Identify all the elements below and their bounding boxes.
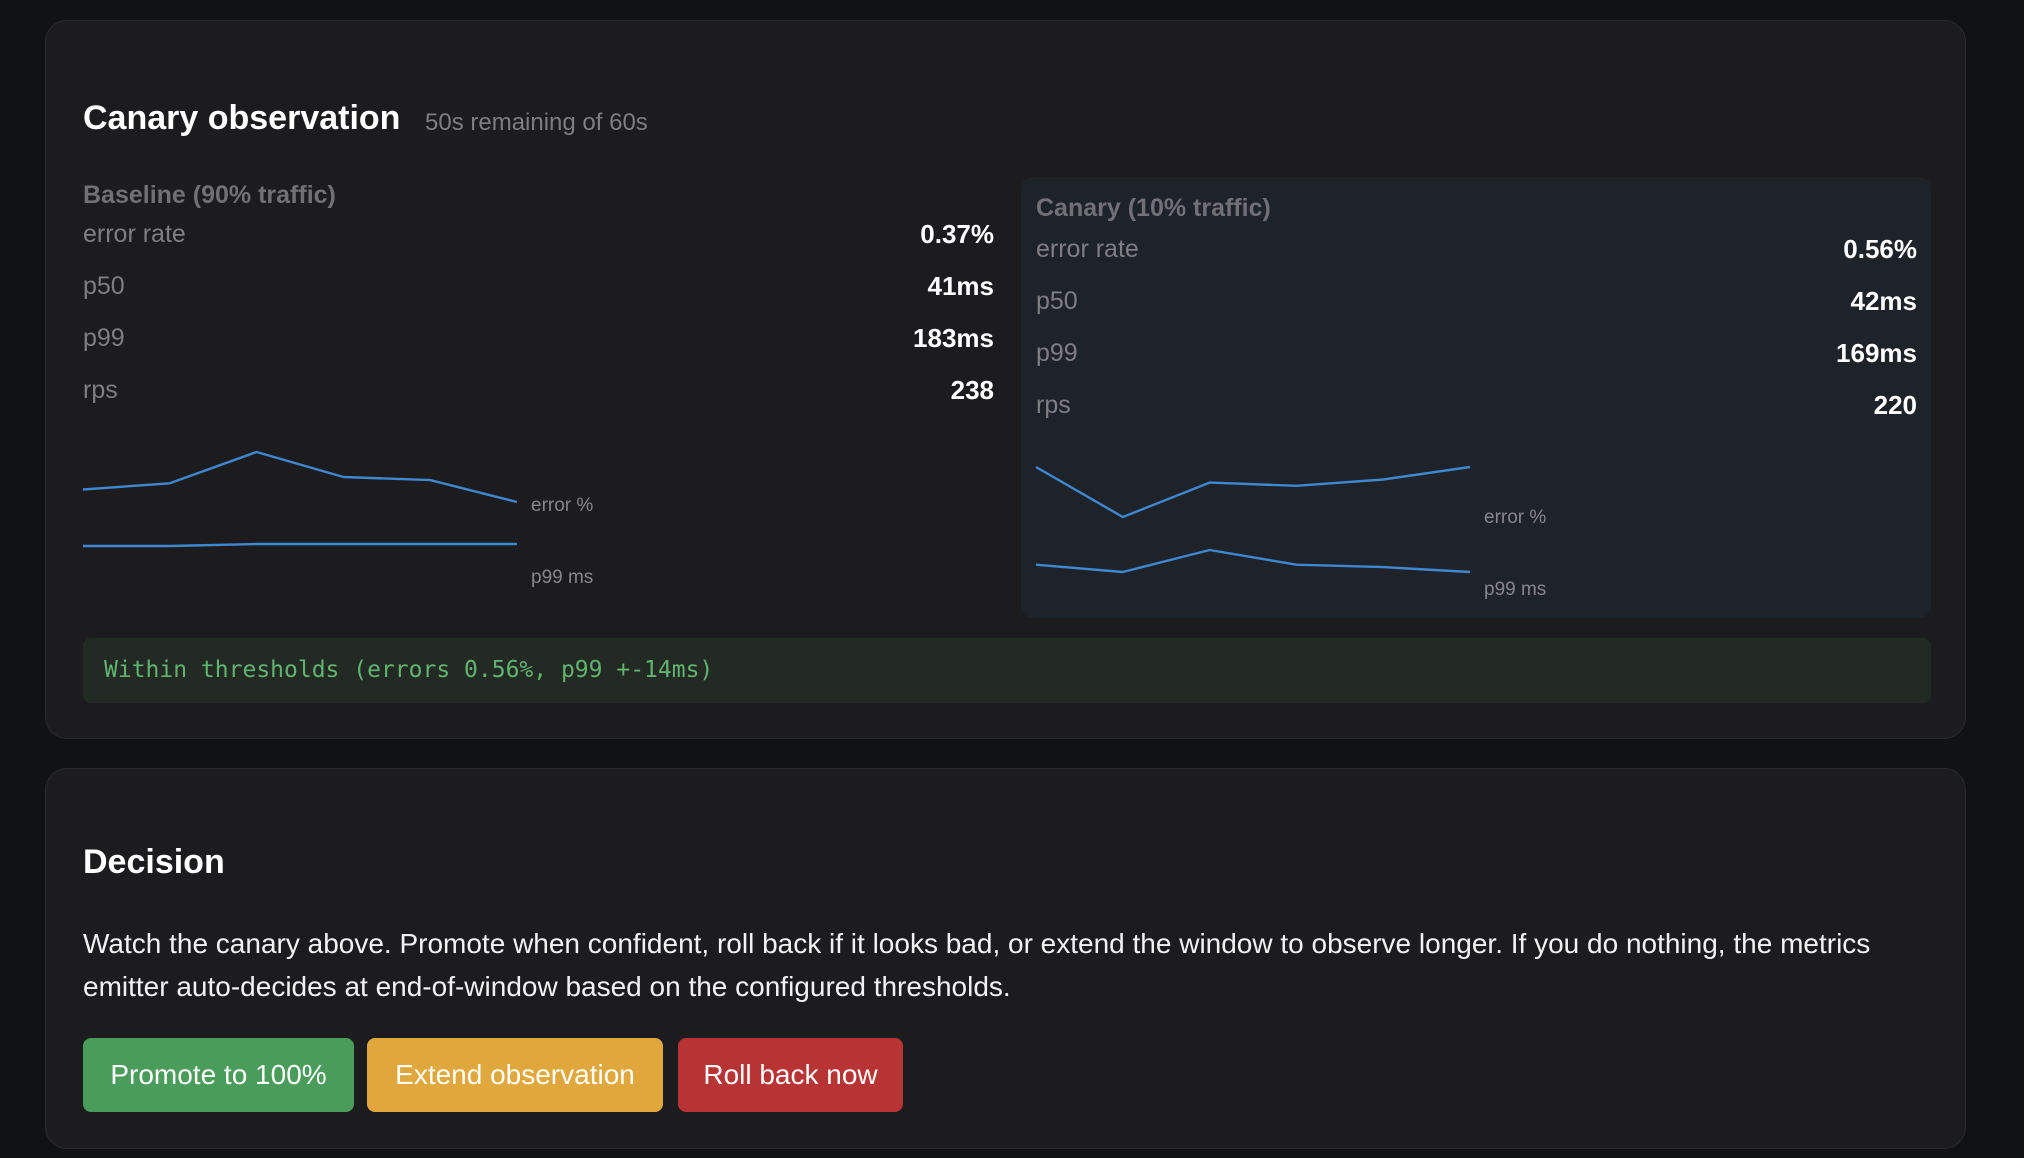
baseline-p99-sparkline-label: p99 ms: [531, 567, 594, 588]
error-sparkline-line: [82, 450, 518, 504]
baseline-p99-sparkline: [83, 542, 517, 548]
decision-card: Decision Watch the canary above. Promote…: [45, 768, 1966, 1149]
canary-observation-card: Canary observation 50s remaining of 60s …: [45, 20, 1966, 739]
canary-error-sparkline-label: error %: [1484, 507, 1547, 528]
extend-observation-button[interactable]: Extend observation: [367, 1038, 663, 1112]
decision-description: Watch the canary above. Promote when con…: [83, 928, 1871, 1002]
canary-p99-sparkline-label: p99 ms: [1484, 579, 1547, 600]
metric-value: 169ms: [1836, 337, 1917, 368]
baseline-panel: Baseline (90% traffic) error rate 0.37% …: [82, 177, 1033, 607]
decision-title: Decision: [83, 843, 225, 881]
metric-label: rps: [1036, 390, 1071, 419]
metric-label: error rate: [83, 219, 186, 248]
baseline-error-sparkline: [82, 450, 518, 504]
baseline-metric-error-rate: error rate 0.37%: [83, 214, 994, 254]
baseline-error-sparkline-label: error %: [531, 495, 594, 516]
metric-value: 0.56%: [1843, 233, 1917, 264]
metric-label: rps: [83, 375, 118, 404]
p99-sparkline-line: [83, 542, 517, 548]
metric-label: p99: [1036, 338, 1078, 367]
metric-value: 42ms: [1850, 285, 1918, 316]
metric-label: error rate: [1036, 234, 1139, 263]
metric-value: 0.37%: [920, 218, 994, 249]
baseline-metric-p50: p50 41ms: [83, 266, 994, 306]
time-remaining: 50s remaining of 60s: [425, 109, 648, 136]
promote-button[interactable]: Promote to 100%: [83, 1038, 354, 1112]
metric-label: p50: [83, 271, 125, 300]
baseline-metric-rps: rps 238: [83, 370, 994, 410]
canary-metric-rps: rps 220: [1036, 385, 1917, 425]
baseline-title: Baseline (90% traffic): [83, 181, 336, 209]
metric-value: 220: [1873, 389, 1917, 420]
metric-label: p50: [1036, 286, 1078, 315]
metric-value: 41ms: [927, 270, 995, 301]
observation-title: Canary observation: [83, 99, 401, 137]
threshold-status-banner: Within thresholds (errors 0.56%, p99 +-1…: [83, 638, 1931, 703]
metric-value: 183ms: [913, 322, 994, 353]
p99-sparkline-line: [1035, 548, 1471, 574]
canary-panel: Canary (10% traffic) error rate 0.56% p5…: [1021, 177, 1931, 618]
baseline-metric-p99: p99 183ms: [83, 318, 994, 358]
metric-label: p99: [83, 323, 125, 352]
rollback-button[interactable]: Roll back now: [678, 1038, 903, 1112]
canary-metric-p50: p50 42ms: [1036, 281, 1917, 321]
error-sparkline-line: [1035, 465, 1471, 519]
metric-value: 238: [950, 374, 994, 405]
canary-metric-error-rate: error rate 0.56%: [1036, 229, 1917, 269]
canary-title: Canary (10% traffic): [1036, 194, 1271, 222]
canary-p99-sparkline: [1035, 548, 1471, 574]
canary-error-sparkline: [1035, 465, 1471, 519]
canary-metric-p99: p99 169ms: [1036, 333, 1917, 373]
